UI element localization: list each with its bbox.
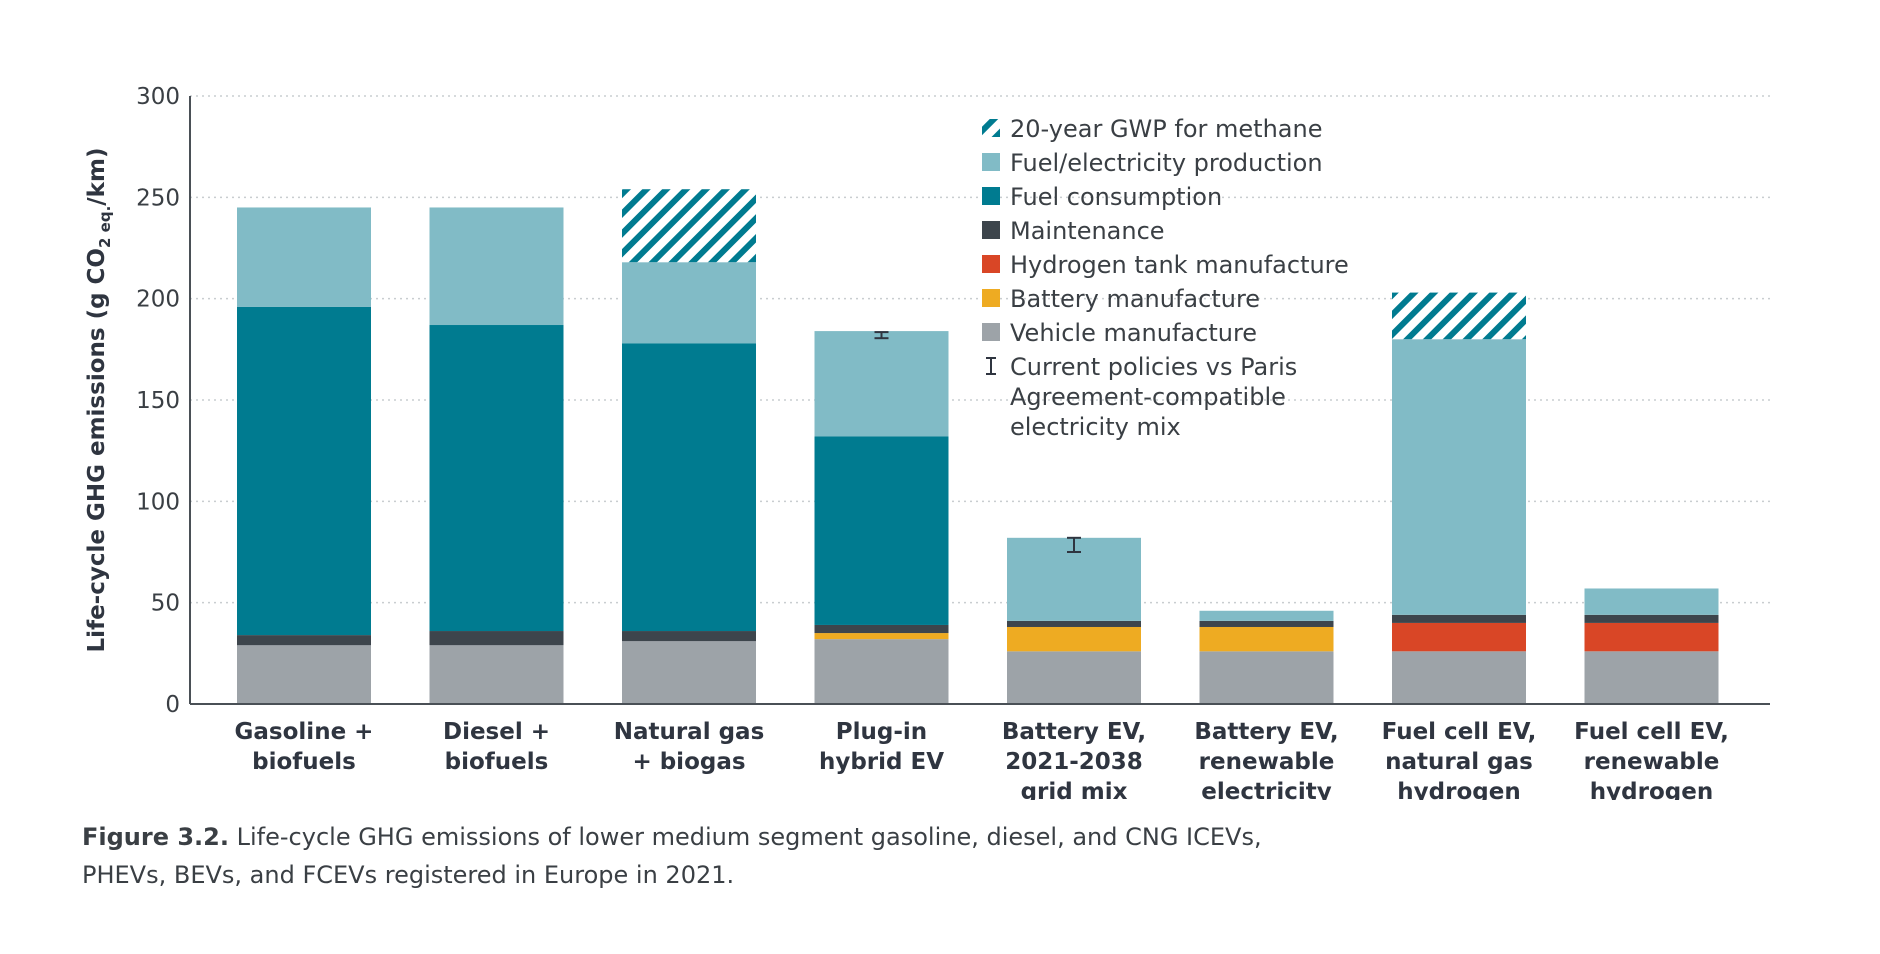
legend: 20-year GWP for methane Fuel/electricity … (982, 115, 1349, 441)
legend-label: Current policies vs Paris Agreement-compa… (1010, 353, 1297, 441)
bar-segment-battery (814, 633, 949, 640)
bar-segment-vehicle (1007, 651, 1141, 704)
bar-segment-vehicle (814, 639, 949, 704)
legend-entry-hydrogen_tank: Hydrogen tank manufacture (982, 251, 1349, 279)
bar-segment-fuel_production (237, 207, 371, 307)
bar-segment-fuel_consumption (814, 436, 949, 625)
bar-segment-vehicle (622, 641, 756, 704)
bar-segment-vehicle (1584, 651, 1719, 704)
legend-swatch (982, 255, 1000, 273)
legend-label: Hydrogen tank manufacture (1010, 251, 1349, 279)
legend-swatch (982, 153, 1000, 171)
x-tick-label: Fuel cell EV, natural gas hydrogen (1382, 719, 1537, 800)
legend-entry-error_bar: Current policies vs Paris Agreement-compa… (986, 353, 1297, 441)
gridlines (190, 95, 1770, 604)
bar-segment-maintenance (622, 631, 756, 642)
x-tick-label: Gasoline + biofuels (235, 719, 374, 775)
x-tick-label: Diesel + biofuels (443, 719, 550, 775)
legend-label: Fuel consumption (1010, 183, 1222, 211)
bars (237, 189, 1719, 704)
bar-segment-fuel_consumption (429, 325, 564, 632)
bar-segment-battery (1199, 626, 1334, 652)
error-bar (874, 331, 889, 340)
legend-swatch (982, 289, 1000, 307)
y-axis-label: Life-cycle GHG emissions (g CO2 eq./km) (84, 148, 114, 653)
axes: 0 50 100 150 200 250 300 Life-cycle GHG emissio… (84, 84, 1770, 800)
bar-segment-fuel_production (1584, 588, 1719, 615)
legend-entry-methane_gwp20: 20-year GWP for methane (982, 115, 1322, 143)
bar-segment-vehicle (429, 645, 564, 704)
bar-segment-maintenance (1007, 620, 1141, 627)
bar-segment-maintenance (1584, 614, 1719, 623)
legend-label: Maintenance (1010, 217, 1165, 245)
legend-entry-fuel_consumption: Fuel consumption (982, 183, 1222, 211)
x-tick-label: Battery EV, renewable electricity (1194, 719, 1338, 800)
bar-segment-fuel_production (429, 207, 564, 326)
legend-swatch (982, 323, 1000, 341)
y-tick-label: 300 (136, 84, 180, 110)
x-tick-label: Plug-in hybrid EV (819, 719, 944, 775)
y-tick-label: 0 (165, 692, 180, 718)
bar-segment-fuel_consumption (622, 343, 756, 632)
bar-segment-maintenance (429, 631, 564, 646)
bar-segment-methane_gwp20 (1392, 292, 1526, 340)
legend-label: Fuel/electricity production (1010, 149, 1323, 177)
caption-line-2: PHEVs, BEVs, and FCEVs registered in Eur… (82, 861, 735, 889)
legend-label: Vehicle manufacture (1010, 319, 1257, 347)
legend-swatch (982, 221, 1000, 239)
bar-segment-hydrogen_tank (1392, 622, 1526, 652)
bar-segment-fuel_production (814, 331, 949, 437)
bar-segment-vehicle (1199, 651, 1334, 704)
bar-segment-battery (1007, 626, 1141, 652)
y-tick-label: 200 (136, 287, 180, 313)
legend-label: Battery manufacture (1010, 285, 1260, 313)
legend-entry-vehicle: Vehicle manufacture (982, 319, 1257, 347)
x-tick-label: Fuel cell EV, renewable hydrogen (1574, 719, 1729, 800)
error-bars (874, 331, 1081, 553)
bar-segment-fuel_production (1199, 610, 1334, 621)
bar-segment-maintenance (814, 624, 949, 634)
y-tick-label: 50 (151, 591, 180, 617)
bar-segment-maintenance (237, 635, 371, 646)
bar-segment-vehicle (237, 645, 371, 704)
figure-caption: Figure 3.2. Life-cycle GHG emissions of … (82, 818, 1482, 894)
legend-swatch (982, 119, 1000, 137)
caption-line-1: Life-cycle GHG emissions of lower medium… (236, 823, 1262, 851)
bar-segment-fuel_production (622, 262, 756, 344)
y-tick-label: 100 (136, 489, 180, 515)
error-bar (1067, 536, 1081, 553)
legend-label: 20-year GWP for methane (1010, 115, 1322, 143)
stacked-bar-chart: 0 50 100 150 200 250 300 Life-cycle GHG emissio… (84, 84, 1770, 800)
x-tick-label: Battery EV, 2021-2038 grid mix (1002, 719, 1146, 800)
bar-segment-vehicle (1392, 651, 1526, 704)
bar-segment-methane_gwp20 (622, 189, 756, 263)
legend-entry-fuel_production: Fuel/electricity production (982, 149, 1323, 177)
y-tick-label: 150 (136, 388, 180, 414)
legend-entry-battery: Battery manufacture (982, 285, 1260, 313)
bar-segment-fuel_production (1392, 339, 1526, 615)
legend-swatch (982, 187, 1000, 205)
bar-segment-fuel_consumption (237, 306, 371, 636)
y-tick-label: 250 (136, 185, 180, 211)
figure-label: Figure 3.2. (82, 823, 229, 851)
bar-segment-hydrogen_tank (1584, 622, 1719, 652)
x-tick-label: Natural gas + biogas (614, 719, 765, 775)
legend-entry-maintenance: Maintenance (982, 217, 1165, 245)
bar-segment-maintenance (1392, 614, 1526, 623)
bar-segment-maintenance (1199, 620, 1334, 627)
